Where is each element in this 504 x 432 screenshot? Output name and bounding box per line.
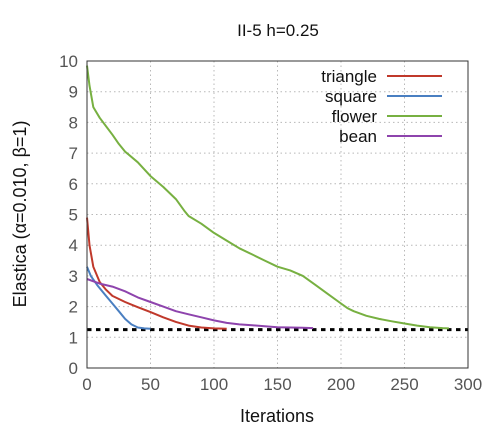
y-tick-label: 0 (69, 359, 78, 378)
y-tick-label: 6 (69, 175, 78, 194)
legend-label-square: square (325, 87, 377, 106)
x-tick-label: 200 (327, 375, 355, 394)
series-line-flower (86, 65, 449, 330)
x-tick-label: 50 (141, 375, 160, 394)
y-tick-label: 4 (69, 236, 78, 255)
x-tick-label: 300 (454, 375, 482, 394)
y-tick-label: 5 (69, 206, 78, 225)
chart-title: II-5 h=0.25 (237, 21, 319, 40)
y-axis-label: Elastica (α=0.010, β=1) (10, 121, 30, 308)
tick-labels: 0 50 100 150 200 250 300 0 1 2 3 4 5 6 7 8 9 10 (59, 52, 482, 394)
series-line-triangle (86, 217, 227, 330)
series-lines (86, 65, 449, 330)
x-tick-label: 100 (200, 375, 228, 394)
x-axis-label: Iterations (240, 406, 314, 426)
y-tick-label: 7 (69, 144, 78, 163)
y-tick-label: 10 (59, 52, 78, 71)
x-tick-label: 250 (390, 375, 418, 394)
y-tick-label: 9 (69, 83, 78, 102)
x-tick-label: 150 (263, 375, 291, 394)
legend-label-bean: bean (339, 127, 377, 146)
x-tick-label: 0 (82, 375, 91, 394)
plot-frame (86, 60, 469, 369)
y-tick-label: 3 (69, 267, 78, 286)
y-tick-label: 8 (69, 113, 78, 132)
series-line-bean (86, 278, 314, 330)
legend-label-triangle: triangle (321, 67, 377, 86)
y-tick-label: 1 (69, 328, 78, 347)
legend-label-flower: flower (332, 107, 378, 126)
y-tick-label: 2 (69, 298, 78, 317)
grid (87, 61, 468, 368)
